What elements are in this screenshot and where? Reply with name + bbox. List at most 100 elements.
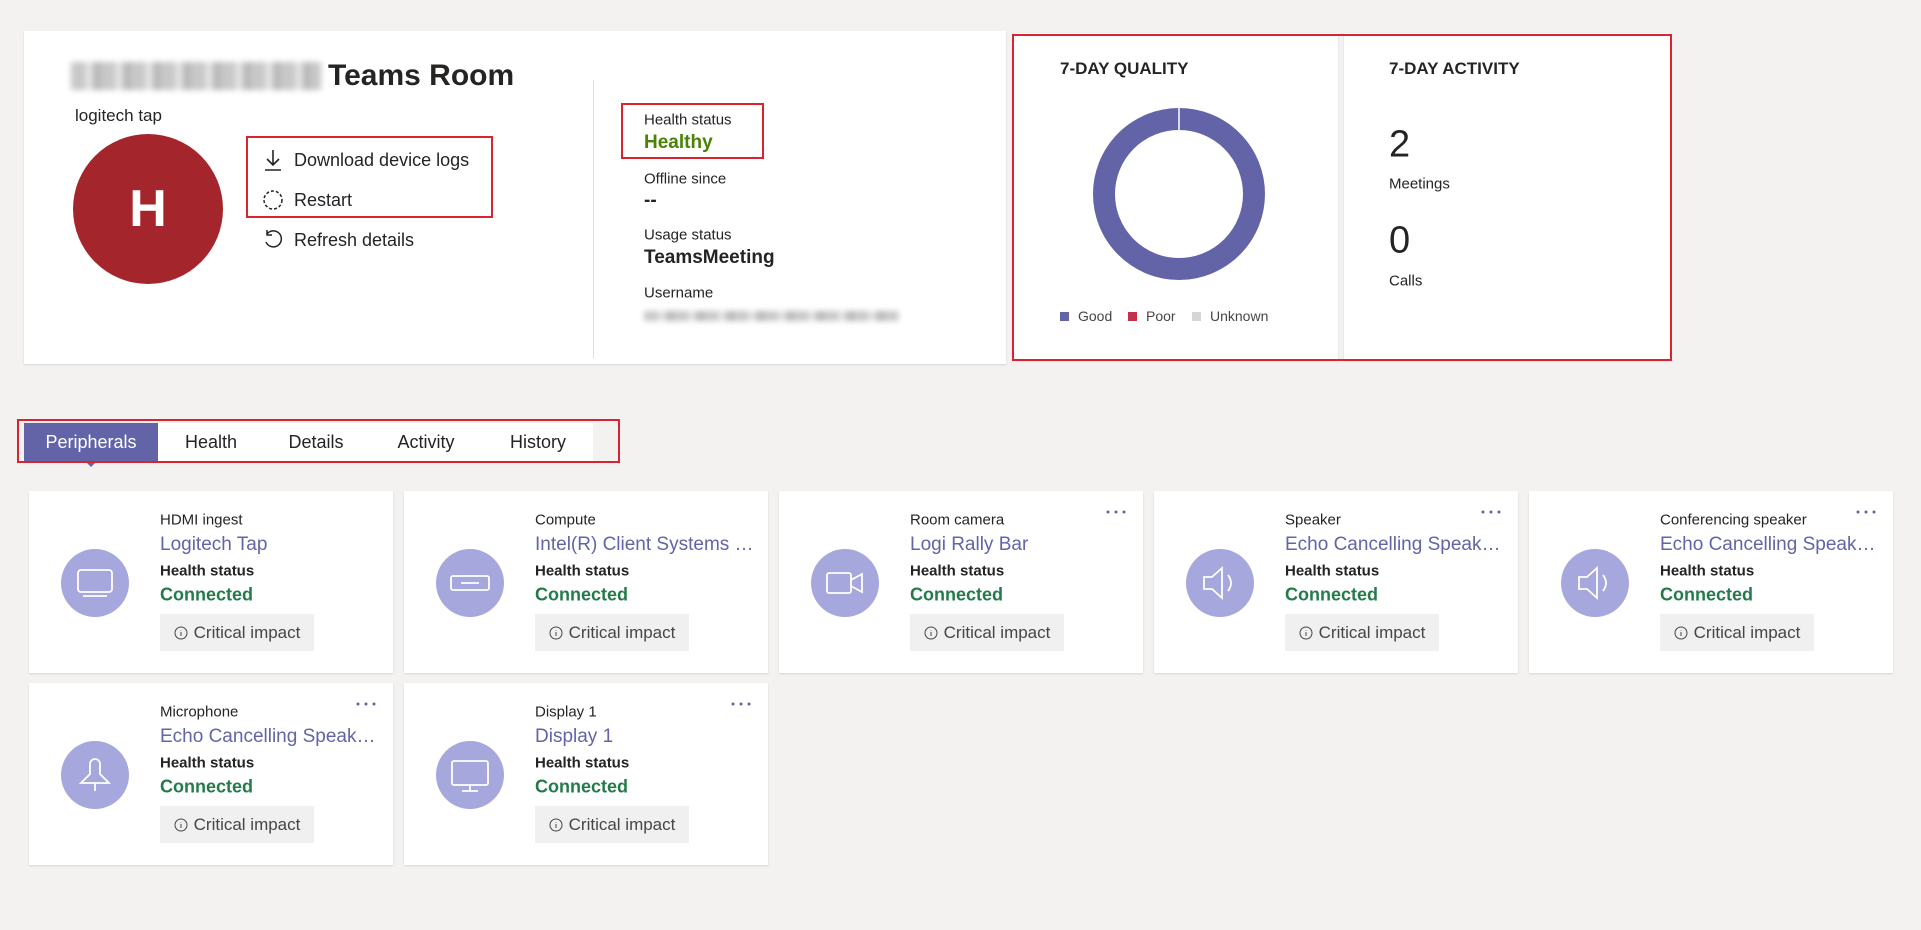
info-ring [1674, 626, 1688, 639]
action-label: Download device logs [294, 149, 470, 170]
activity-label: Calls [1389, 272, 1423, 290]
peripheral-icon [61, 549, 129, 617]
menu-dot [1106, 510, 1110, 514]
impact-badge: Critical impact [535, 806, 689, 843]
activity-card [1344, 33, 1670, 360]
icon-bg [1561, 549, 1629, 617]
status-value: Connected [1660, 584, 1754, 605]
status-value: Connected [160, 776, 254, 797]
status-value: Connected [160, 584, 254, 605]
refresh[interactable]: Refresh details [262, 228, 414, 252]
peripheral-icon [61, 741, 129, 809]
info-ring [549, 626, 563, 639]
activity-value: 2 [1389, 123, 1411, 166]
tab[interactable]: History [509, 431, 566, 452]
status-label: Usage status [644, 226, 732, 244]
donut-segment [1093, 108, 1265, 280]
info-ring [174, 818, 188, 831]
impact-label: Critical impact [943, 622, 1051, 642]
divider [593, 80, 594, 358]
more-menu[interactable] [730, 700, 752, 708]
highlight-box [621, 103, 764, 159]
status-label: Health status [910, 562, 1005, 580]
status-label: Username [644, 284, 714, 302]
impact-badge: Critical impact [160, 614, 314, 651]
action-label: Restart [294, 189, 353, 210]
highlight-box [1012, 34, 1672, 361]
peripheral-card: Microphone Echo Cancelling Speakerphone He… [29, 683, 393, 865]
tab[interactable]: Peripherals [24, 423, 158, 461]
status-label: Offline since [644, 170, 727, 188]
impact-label: Critical impact [568, 622, 676, 642]
info-icon [1299, 626, 1313, 639]
icon-glyph [1578, 565, 1607, 601]
peripheral-name[interactable]: Echo Cancelling Speakerphone [1285, 534, 1507, 555]
activity-value: 0 [1389, 219, 1411, 262]
icon-glyph [451, 760, 489, 792]
info-icon [549, 818, 563, 831]
download-logs[interactable]: Download device logs [262, 148, 469, 172]
impact-badge: Critical impact [910, 614, 1064, 651]
info-ring [1299, 626, 1313, 639]
peripheral-name[interactable]: Logitech Tap [160, 534, 268, 555]
more-menu[interactable] [1855, 508, 1877, 516]
info-icon [1674, 626, 1688, 639]
peripheral-type: Display 1 [535, 703, 597, 721]
activity-title: 7-DAY ACTIVITY [1389, 59, 1520, 78]
peripheral-type: Conferencing speaker [1660, 511, 1807, 529]
tab[interactable]: Details [288, 431, 344, 452]
menu-dot [356, 702, 360, 706]
peripheral-name[interactable]: Intel(R) Client Systems NUC [535, 534, 757, 555]
more-menu[interactable] [1105, 508, 1127, 516]
more-menu[interactable] [1480, 508, 1502, 516]
peripheral-icon [436, 741, 504, 809]
impact-label: Critical impact [568, 814, 676, 834]
status-label: Health status [1285, 562, 1380, 580]
peripheral-card: Conferencing speaker Echo Cancelling Spea… [1529, 491, 1893, 673]
peripheral-card: Speaker Echo Cancelling Speakerphone Healt… [1154, 491, 1518, 673]
tab[interactable]: Health [184, 431, 238, 452]
status-label: Health status [535, 562, 630, 580]
status-value: Connected [535, 776, 629, 797]
quality-card [1014, 33, 1338, 360]
status-label: Health status [644, 111, 732, 129]
legend-label: Poor [1146, 308, 1176, 324]
blurred-name [71, 62, 321, 90]
menu-dot [1497, 510, 1501, 514]
info-ring [549, 818, 563, 831]
info-icon [174, 818, 188, 831]
device-title: Teams Room [328, 59, 515, 92]
info-icon [924, 626, 938, 639]
peripheral-name[interactable]: Logi Rally Bar [910, 534, 1029, 555]
icon-bg [1186, 549, 1254, 617]
status-value: Connected [910, 584, 1004, 605]
menu-dot [747, 702, 751, 706]
legend-label: Unknown [1210, 308, 1269, 324]
peripheral-type: Speaker [1285, 511, 1341, 529]
peripheral-icon [1561, 549, 1629, 617]
activity-label: Meetings [1389, 175, 1450, 193]
highlight-box [17, 419, 620, 463]
peripheral-name[interactable]: Echo Cancelling Speakerphone [160, 726, 382, 747]
icon-glyph [450, 575, 490, 591]
impact-badge: Critical impact [1285, 614, 1439, 651]
peripheral-card: Display 1 Display 1 Health status Connected… [404, 683, 768, 865]
status-value: TeamsMeeting [644, 247, 775, 268]
legend-swatch [1192, 312, 1201, 321]
legend-swatch [1060, 312, 1069, 321]
peripheral-name[interactable]: Echo Cancelling Speakerphone [1660, 534, 1882, 555]
tab[interactable]: Activity [397, 431, 455, 452]
peripheral-name[interactable]: Display 1 [535, 726, 614, 747]
quality-title: 7-DAY QUALITY [1060, 59, 1189, 78]
donut-chart [1093, 107, 1265, 280]
impact-label: Critical impact [1318, 622, 1426, 642]
menu-dot [1122, 510, 1126, 514]
impact-label: Critical impact [193, 622, 301, 642]
action-label: Refresh details [294, 229, 415, 250]
icon-bg [811, 549, 879, 617]
status-label: Health status [160, 754, 255, 772]
restart[interactable]: Restart [262, 188, 352, 212]
more-menu[interactable] [355, 700, 377, 708]
menu-dot [372, 702, 376, 706]
impact-badge: Critical impact [1660, 614, 1814, 651]
